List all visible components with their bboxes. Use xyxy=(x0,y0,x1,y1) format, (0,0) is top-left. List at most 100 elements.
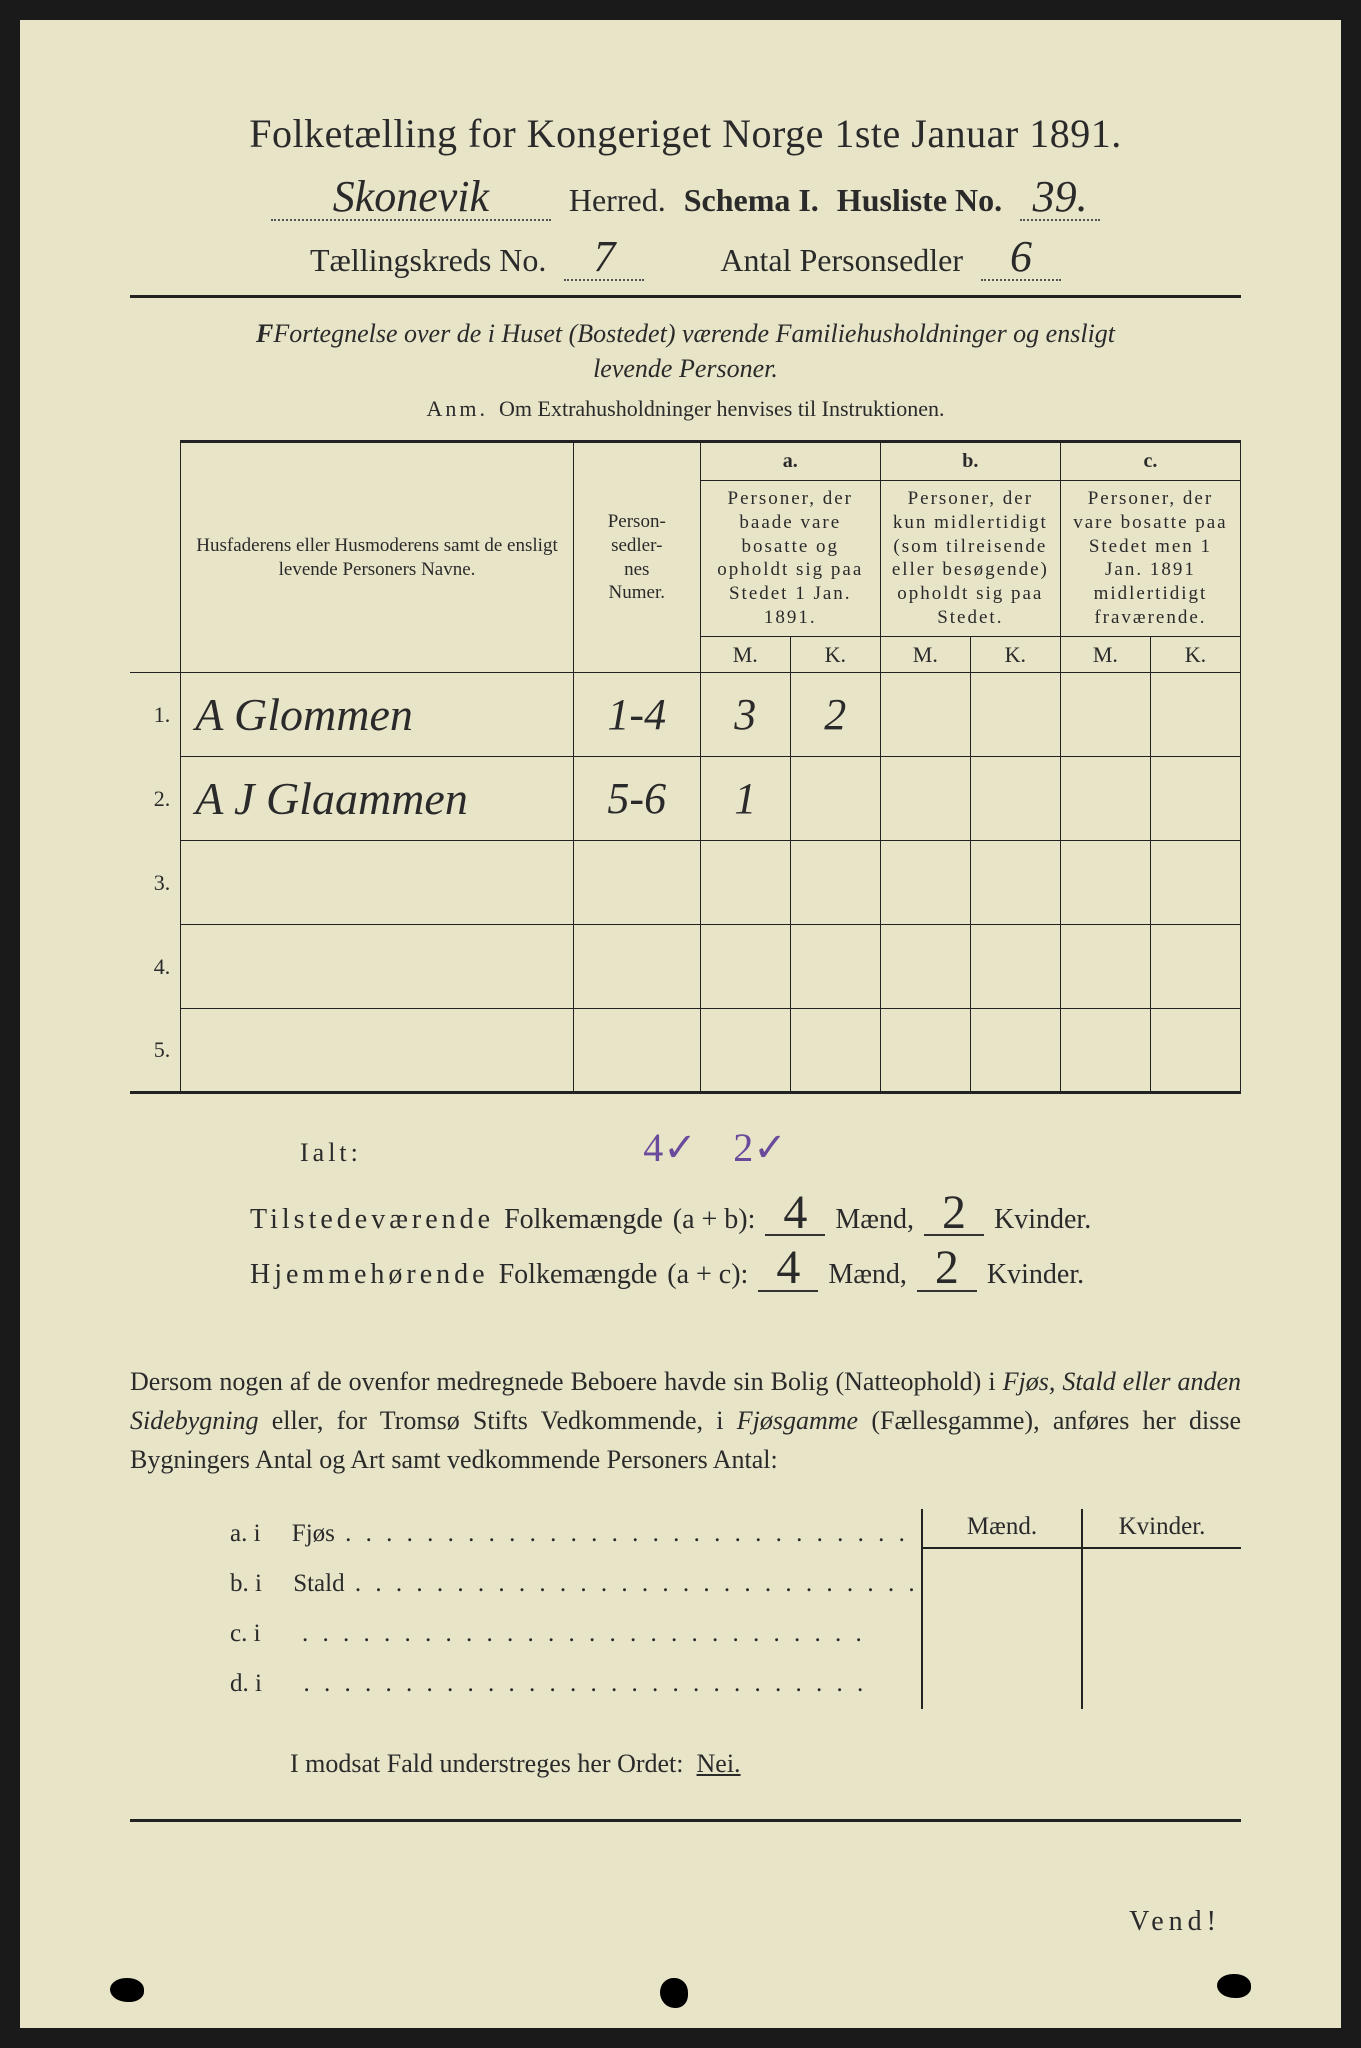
row-bm xyxy=(880,1009,970,1093)
table-row: 2.A J Glaammen5-61 xyxy=(130,757,1241,841)
kvinder-label: Kvinder. xyxy=(994,1204,1091,1236)
side-row: a. i Fjøs . . . . . . . . . . . . . . . … xyxy=(230,1509,921,1559)
row-ck xyxy=(1150,1009,1240,1093)
ac-label: (a + c): xyxy=(667,1259,748,1291)
col-c-desc: Personer, der vare bosatte paa Stedet me… xyxy=(1060,481,1240,637)
row-bk xyxy=(970,841,1060,925)
husliste-label: Husliste No. xyxy=(837,182,1002,219)
col-c-m: M. xyxy=(1060,636,1150,673)
census-table-body: 1.A Glommen1-4322.A J Glaammen5-613.4.5. xyxy=(130,673,1241,1093)
hjemme-label: Hjemmehørende xyxy=(250,1259,489,1291)
row-cm xyxy=(1060,925,1150,1009)
ink-blot xyxy=(1217,1974,1251,1998)
side-col-maend: Mænd. xyxy=(923,1509,1081,1709)
table-row: 4. xyxy=(130,925,1241,1009)
ialt-k: 2✓ xyxy=(730,1124,790,1171)
row-bk xyxy=(970,1009,1060,1093)
herred-label: Herred. xyxy=(569,182,666,219)
ialt-label: Ialt: xyxy=(300,1138,640,1168)
row-bm xyxy=(880,757,970,841)
nei-line: I modsat Fald understreges her Ordet: Ne… xyxy=(290,1749,1241,1779)
row-number: 3. xyxy=(130,841,181,925)
row-ak xyxy=(790,757,880,841)
header-row-2: Tællingskreds No. 7 Antal Personsedler 6 xyxy=(130,235,1241,281)
ink-blot xyxy=(660,1978,688,2008)
side-row: d. i . . . . . . . . . . . . . . . . . .… xyxy=(230,1659,921,1709)
husliste-value: 39. xyxy=(1020,175,1100,221)
row-bk xyxy=(970,673,1060,757)
ialt-row: Ialt: 4✓ 2✓ xyxy=(300,1124,1241,1171)
table-row: 5. xyxy=(130,1009,1241,1093)
row-ak: 2 xyxy=(790,673,880,757)
dersom-paragraph: Dersom nogen af de ovenfor medregnede Be… xyxy=(130,1362,1241,1479)
vend-label: Vend! xyxy=(1129,1906,1221,1938)
kvinder-label-2: Kvinder. xyxy=(987,1259,1084,1291)
tilstede-label: Tilstedeværende xyxy=(250,1204,494,1236)
bottom-divider xyxy=(130,1819,1241,1822)
side-left: a. i Fjøs . . . . . . . . . . . . . . . … xyxy=(230,1509,921,1709)
r1-kvinder: 2 xyxy=(924,1191,984,1236)
row-numer xyxy=(573,1009,700,1093)
folk-label-2: Folkemængde xyxy=(499,1259,658,1291)
side-right: Mænd. Kvinder. xyxy=(921,1509,1241,1709)
row-am xyxy=(700,925,790,1009)
row-am: 3 xyxy=(700,673,790,757)
col-name: Husfaderens eller Husmoderens samt de en… xyxy=(181,442,573,673)
row-number: 2. xyxy=(130,757,181,841)
row-ck xyxy=(1150,757,1240,841)
row-cm xyxy=(1060,1009,1150,1093)
col-c-letter: c. xyxy=(1060,442,1240,481)
row-name xyxy=(181,841,573,925)
col-a-k: K. xyxy=(790,636,880,673)
col-b-desc: Personer, der kun midlertidigt (som tilr… xyxy=(880,481,1060,637)
row-ck xyxy=(1150,925,1240,1009)
side-table: a. i Fjøs . . . . . . . . . . . . . . . … xyxy=(230,1509,1241,1709)
row-am xyxy=(700,1009,790,1093)
row-ck xyxy=(1150,841,1240,925)
row-cm xyxy=(1060,673,1150,757)
ialt-m: 4✓ xyxy=(640,1124,700,1171)
census-table: Husfaderens eller Husmoderens samt de en… xyxy=(130,440,1241,1094)
anm-note: Anm. Om Extrahusholdninger henvises til … xyxy=(130,396,1241,422)
row-name xyxy=(181,1009,573,1093)
maend-label: Mænd, xyxy=(835,1204,914,1236)
census-form-page: Folketælling for Kongeriget Norge 1ste J… xyxy=(20,20,1341,2028)
row-bm xyxy=(880,841,970,925)
col-a-desc: Personer, der baade vare bosatte og opho… xyxy=(700,481,880,637)
row-ak xyxy=(790,1009,880,1093)
kreds-value: 7 xyxy=(564,235,644,281)
row-numer xyxy=(573,841,700,925)
row-bm xyxy=(880,925,970,1009)
row-numer: 5-6 xyxy=(573,757,700,841)
antal-label: Antal Personsedler xyxy=(720,242,963,279)
row-name: A J Glaammen xyxy=(181,757,573,841)
side-head-maend: Mænd. xyxy=(923,1513,1081,1549)
subhead-line2: levende Personer. xyxy=(593,354,778,383)
row-numer xyxy=(573,925,700,1009)
col-b-m: M. xyxy=(880,636,970,673)
col-numer: Person- sedler- nes Numer. xyxy=(573,442,700,673)
subhead-line1: Fortegnelse over de i Huset (Bostedet) v… xyxy=(273,319,1115,348)
side-row: b. i Stald . . . . . . . . . . . . . . .… xyxy=(230,1559,921,1609)
anm-label: Anm. xyxy=(427,396,489,421)
maend-label-2: Mænd, xyxy=(828,1259,907,1291)
nei-word: Nei. xyxy=(697,1749,741,1778)
row-number: 5. xyxy=(130,1009,181,1093)
header-row-1: Skonevik Herred. Schema I. Husliste No. … xyxy=(130,175,1241,221)
col-b-k: K. xyxy=(970,636,1060,673)
kreds-label: Tællingskreds No. xyxy=(310,242,546,279)
side-row: c. i . . . . . . . . . . . . . . . . . .… xyxy=(230,1609,921,1659)
row-bk xyxy=(970,925,1060,1009)
row-cm xyxy=(1060,757,1150,841)
row-ck xyxy=(1150,673,1240,757)
nei-prefix: I modsat Fald understreges her Ordet: xyxy=(290,1749,684,1778)
table-row: 3. xyxy=(130,841,1241,925)
herred-value: Skonevik xyxy=(271,175,551,221)
row-number: 4. xyxy=(130,925,181,1009)
r2-kvinder: 2 xyxy=(917,1246,977,1291)
divider xyxy=(130,295,1241,298)
col-a-letter: a. xyxy=(700,442,880,481)
ab-label: (a + b): xyxy=(673,1204,756,1236)
row-ak xyxy=(790,841,880,925)
col-a-m: M. xyxy=(700,636,790,673)
